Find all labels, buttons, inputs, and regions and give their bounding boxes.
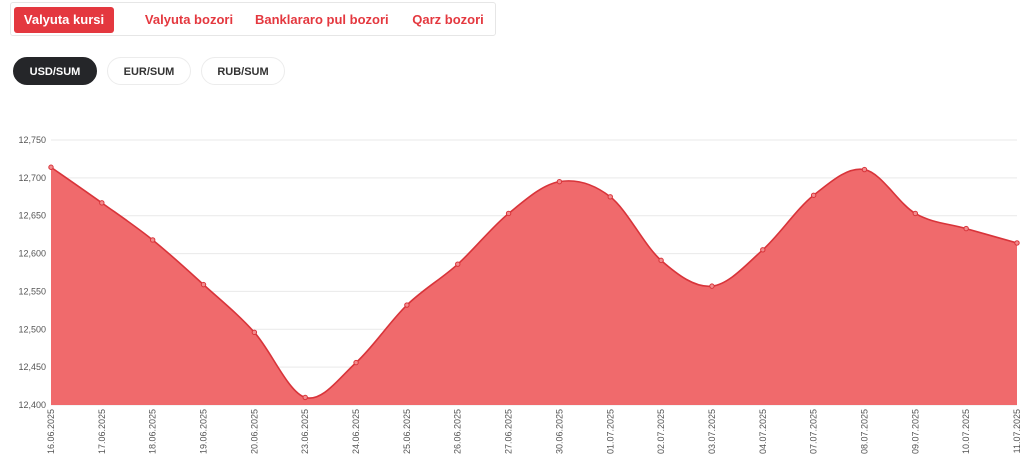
x-tick-label: 10.07.2025 xyxy=(961,409,971,454)
tab-banklararo-pul-bozori[interactable]: Banklararo pul bozori xyxy=(255,12,389,27)
tab-valyuta-bozori[interactable]: Valyuta bozori xyxy=(144,12,234,27)
data-point[interactable] xyxy=(607,194,613,200)
x-tick-label: 19.06.2025 xyxy=(199,409,209,454)
x-tick-label: 24.06.2025 xyxy=(351,409,361,454)
x-tick-label: 07.07.2025 xyxy=(809,409,819,454)
series-line xyxy=(50,166,1018,399)
x-tick-label: 27.06.2025 xyxy=(504,409,514,454)
x-tick-label: 20.06.2025 xyxy=(249,409,259,454)
x-tick-label: 08.07.2025 xyxy=(859,409,869,454)
tab-valyuta-kursi[interactable]: Valyuta kursi xyxy=(14,7,114,33)
data-point[interactable] xyxy=(658,257,664,264)
x-tick-label: 17.06.2025 xyxy=(97,409,107,454)
series-area xyxy=(51,167,1017,405)
x-tick-label: 26.06.2025 xyxy=(453,409,463,454)
data-point[interactable] xyxy=(810,192,817,198)
data-point[interactable] xyxy=(912,210,919,217)
data-point[interactable] xyxy=(404,302,410,308)
data-point[interactable] xyxy=(1014,240,1020,246)
tab-qarz-bozori[interactable]: Qarz bozori xyxy=(412,12,484,27)
data-point[interactable] xyxy=(709,283,715,289)
data-point[interactable] xyxy=(505,210,512,217)
x-tick-label: 11.07.2025 xyxy=(1012,409,1022,453)
x-tick-label: 30.06.2025 xyxy=(554,409,564,454)
x-tick-label: 09.07.2025 xyxy=(910,409,920,454)
x-tick-label: 25.06.2025 xyxy=(402,409,412,454)
data-point[interactable] xyxy=(200,281,207,288)
x-tick-label: 23.06.2025 xyxy=(300,409,310,454)
y-tick-label: 12,700 xyxy=(18,173,46,183)
data-point[interactable] xyxy=(99,200,105,206)
y-tick-label: 12,550 xyxy=(18,286,46,296)
pair-eur-sum-button[interactable]: EUR/SUM xyxy=(107,57,191,85)
y-tick-label: 12,450 xyxy=(18,362,46,372)
data-point[interactable] xyxy=(353,359,359,366)
pair-usd-sum-button[interactable]: USD/SUM xyxy=(13,57,97,85)
data-point[interactable] xyxy=(861,166,868,173)
pair-rub-sum-button[interactable]: RUB/SUM xyxy=(201,57,285,85)
data-point[interactable] xyxy=(760,247,766,253)
x-tick-label: 16.06.2025 xyxy=(46,409,56,454)
x-tick-label: 18.06.2025 xyxy=(148,409,158,454)
data-point[interactable] xyxy=(149,237,156,243)
data-point[interactable] xyxy=(455,261,461,267)
data-point[interactable] xyxy=(251,329,258,336)
data-point[interactable] xyxy=(963,225,969,232)
y-tick-label: 12,650 xyxy=(18,211,46,221)
market-tabs: Valyuta kursi Valyuta bozori Banklararo … xyxy=(10,2,496,36)
x-tick-label: 02.07.2025 xyxy=(656,409,666,454)
y-tick-label: 12,400 xyxy=(18,400,46,410)
data-point[interactable] xyxy=(556,178,563,185)
data-point[interactable] xyxy=(48,164,54,170)
y-tick-label: 12,600 xyxy=(18,249,46,259)
x-tick-label: 01.07.2025 xyxy=(605,409,615,454)
data-point[interactable] xyxy=(302,394,308,401)
y-tick-label: 12,750 xyxy=(18,135,46,145)
y-tick-label: 12,500 xyxy=(18,324,46,334)
x-tick-label: 03.07.2025 xyxy=(707,409,717,454)
x-tick-label: 04.07.2025 xyxy=(758,409,768,454)
